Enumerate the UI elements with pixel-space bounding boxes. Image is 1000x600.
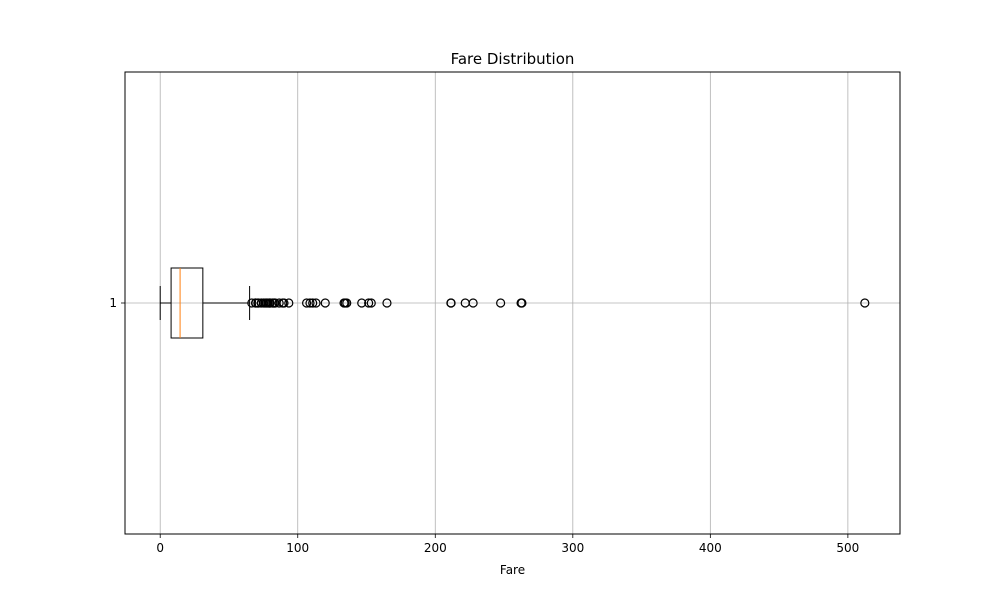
x-tick-label: 200	[424, 541, 447, 555]
x-axis-label: Fare	[500, 563, 525, 577]
outlier-point	[366, 298, 376, 308]
outlier-point	[308, 298, 318, 308]
outlier-point	[265, 298, 275, 308]
outlier-point	[284, 298, 294, 308]
outlier-point	[496, 298, 506, 308]
outlier-point	[247, 298, 257, 308]
y-tick-label: 1	[109, 296, 117, 310]
outlier-point	[274, 298, 284, 308]
outlier-point	[382, 298, 392, 308]
outlier-point	[357, 298, 367, 308]
x-tick-label: 500	[836, 541, 859, 555]
axis-ticks: 0 100 200 300 400 500 1	[109, 296, 859, 555]
outlier-point	[364, 298, 374, 308]
x-tick-label: 0	[156, 541, 164, 555]
outlier-point	[279, 298, 289, 308]
outlier-point	[320, 298, 330, 308]
outlier-point	[342, 298, 352, 308]
x-tick-label: 300	[561, 541, 584, 555]
outlier-point	[517, 298, 527, 308]
outlier-point	[311, 298, 321, 308]
outlier-point	[305, 298, 315, 308]
outlier-point	[301, 298, 312, 308]
interquartile-box	[170, 267, 204, 339]
box-plot	[159, 267, 870, 339]
outlier-point	[860, 298, 870, 308]
outlier-point	[468, 298, 478, 308]
x-tick-label: 400	[699, 541, 722, 555]
outlier-point	[446, 298, 456, 308]
x-tick-label: 100	[286, 541, 309, 555]
chart-title: Fare Distribution	[451, 50, 575, 68]
